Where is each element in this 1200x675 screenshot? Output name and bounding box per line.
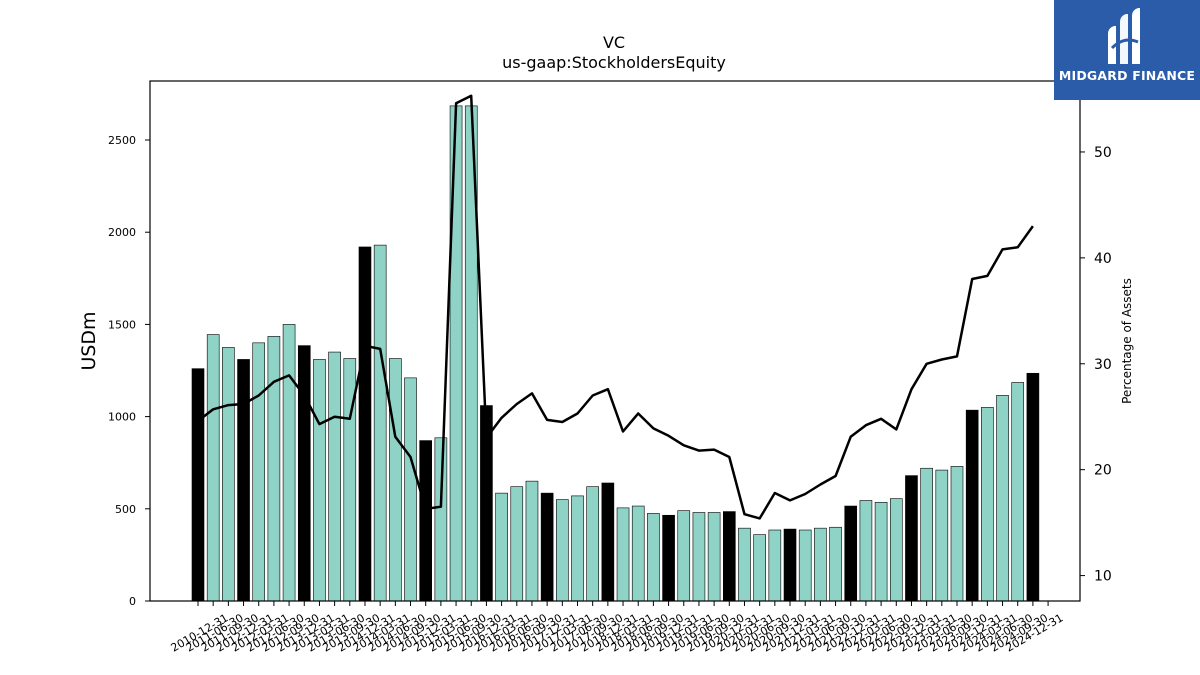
bar xyxy=(814,527,827,602)
bar xyxy=(328,351,341,602)
line-series xyxy=(197,94,1034,520)
bar xyxy=(419,440,433,602)
bar xyxy=(829,526,842,602)
bar xyxy=(206,334,220,602)
bar xyxy=(722,511,736,602)
bar xyxy=(404,377,417,602)
bar xyxy=(586,486,599,602)
bar xyxy=(571,495,584,602)
bar xyxy=(267,336,281,602)
bar xyxy=(510,486,524,602)
y2-axis-label: Percentage of Assets xyxy=(1120,278,1134,404)
bar xyxy=(677,510,691,602)
bar xyxy=(556,499,569,602)
bar xyxy=(920,467,933,602)
bar xyxy=(282,324,296,602)
chart-subtitle: us-gaap:StockholdersEquity xyxy=(502,53,726,72)
y2-tick-label: 10 xyxy=(1094,569,1112,585)
bar xyxy=(252,342,266,602)
y2-tick-label: 50 xyxy=(1094,145,1112,161)
bar xyxy=(434,437,448,602)
bar xyxy=(753,534,766,602)
y-tick-label: 0 xyxy=(129,595,136,608)
bar xyxy=(191,368,205,602)
bar xyxy=(449,105,463,602)
bar xyxy=(859,500,873,602)
bar xyxy=(616,507,630,602)
bar xyxy=(905,475,918,602)
y-tick-label: 1000 xyxy=(108,411,136,424)
bar xyxy=(297,345,311,602)
bar xyxy=(313,359,326,602)
bar xyxy=(358,246,372,602)
bar xyxy=(389,358,402,602)
bar xyxy=(1026,372,1040,602)
bar xyxy=(950,466,964,602)
bar xyxy=(707,512,721,602)
bar xyxy=(844,505,858,602)
bar xyxy=(222,347,235,602)
bar xyxy=(525,480,539,602)
bar xyxy=(237,359,250,602)
bar xyxy=(495,492,508,602)
bar xyxy=(540,492,554,602)
bar xyxy=(373,244,387,602)
percentage-line xyxy=(197,94,1034,520)
bar xyxy=(692,512,706,602)
bar xyxy=(889,498,903,602)
y-tick-label: 2500 xyxy=(108,134,136,147)
y2-tick-label: 20 xyxy=(1094,463,1112,479)
right-axis-ticks: 10 20 30 40 50 xyxy=(1080,145,1112,585)
y-tick-label: 1500 xyxy=(108,318,136,331)
y2-tick-label: 30 xyxy=(1094,357,1112,373)
bar xyxy=(935,469,949,602)
logo-text: MIDGARD FINANCE xyxy=(1058,68,1196,83)
bar xyxy=(783,528,797,602)
y-tick-label: 500 xyxy=(115,503,136,516)
bar xyxy=(647,513,660,602)
y2-tick-label: 40 xyxy=(1094,251,1112,267)
left-axis-ticks: 0 500 1000 1500 2000 2500 xyxy=(108,134,150,608)
y-tick-label: 2000 xyxy=(108,226,136,239)
bar xyxy=(1011,382,1025,602)
bar xyxy=(798,529,812,602)
bar xyxy=(738,527,751,602)
bar xyxy=(996,395,1009,602)
bar xyxy=(768,529,782,602)
bar xyxy=(965,409,979,602)
bar xyxy=(874,502,888,602)
logo: MIDGARD FINANCE xyxy=(1054,0,1200,100)
plot-frame xyxy=(149,80,1081,602)
bar-series xyxy=(191,105,1040,602)
x-axis-ticks: 2010-12-312011-06-302011-09-302012-12-31… xyxy=(169,601,1065,655)
bar xyxy=(981,407,994,602)
y-axis-label: USDm xyxy=(78,311,100,370)
chart-title: VC xyxy=(603,33,625,52)
logo-mark-icon xyxy=(1108,8,1140,64)
bar xyxy=(662,514,675,602)
bar xyxy=(631,505,645,602)
bar xyxy=(601,482,615,602)
